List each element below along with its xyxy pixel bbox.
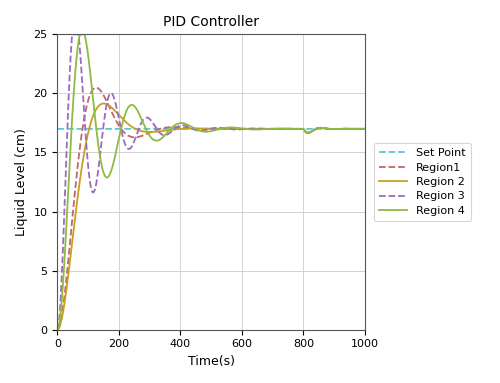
Region 4 [236,126,242,131]
Region1 [166,125,172,129]
Region 2 [250,127,256,131]
Region 4 [299,127,305,131]
Region 2 [236,127,242,131]
Region1 [70,211,76,215]
Region1 [54,327,60,332]
Title: PID Controller: PID Controller [163,15,259,29]
Region1 [362,126,368,131]
Region 3 [299,127,305,131]
Region 2 [362,126,368,131]
Region 2 [166,128,172,133]
Region 3 [70,32,76,37]
Region 3 [69,32,75,37]
Set Point [299,126,305,131]
Region1 [282,126,288,131]
Set Point [236,126,242,131]
Region 3 [362,126,368,131]
Region 2 [54,327,60,332]
Region 2 [299,126,305,131]
Region 3 [166,131,172,136]
Region 4 [77,32,83,37]
Set Point [250,126,256,131]
Region 4 [362,126,368,131]
Region 4 [54,327,60,332]
Line: Region1: Region1 [58,88,365,330]
Region 2 [70,234,76,239]
Set Point [362,126,368,131]
Set Point [54,126,60,131]
Line: Region 4: Region 4 [58,34,365,330]
X-axis label: Time(s): Time(s) [188,355,234,368]
Legend: Set Point, Region1, Region 2, Region 3, Region 4: Set Point, Region1, Region 2, Region 3, … [374,142,471,221]
Region 4 [166,128,172,133]
Region1 [299,126,305,131]
Line: Region 2: Region 2 [58,103,365,330]
Y-axis label: Liquid Level (cm): Liquid Level (cm) [15,128,28,236]
Region1 [236,126,242,131]
Set Point [70,126,76,131]
Region 4 [250,127,256,132]
Region 3 [282,126,288,131]
Region 3 [54,327,60,332]
Region 4 [70,105,76,109]
Set Point [166,126,172,131]
Region 3 [236,127,242,132]
Set Point [282,126,288,131]
Region 3 [250,126,256,131]
Region 4 [282,126,288,131]
Line: Region 3: Region 3 [58,34,365,330]
Region1 [93,85,99,90]
Region 2 [100,101,106,106]
Region 2 [282,126,288,131]
Region1 [250,126,256,131]
